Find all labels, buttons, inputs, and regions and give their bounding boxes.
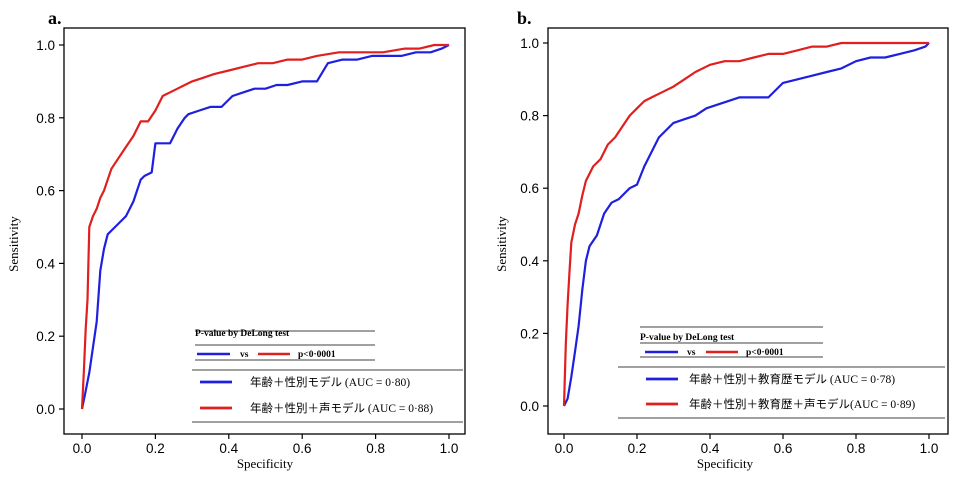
x-tick-label: 0.6 [293,441,312,456]
pvalue-title: P-value by DeLong test [640,333,735,343]
x-axis-label: Specificity [237,456,294,471]
y-tick-label: 0.8 [36,111,55,126]
x-tick-label: 0.0 [555,441,574,456]
y-tick-label: 0.2 [520,326,539,341]
panel-b: b. 0.0 0.2 0.4 0.6 0.8 1.0 0.0 0.2 0.4 0.6 0.8 1.0 Sp… [494,8,949,471]
y-tick-label: 0.6 [36,184,55,199]
y-tick-label: 0.2 [36,329,55,344]
legend-label-1: 年齢＋性別＋声モデル (AUC = 0·88) [250,401,433,415]
y-tick-label: 0.8 [520,109,539,124]
x-tick-label: 0.6 [774,441,793,456]
y-axis-label: Sensitivity [494,216,509,272]
legend-label-1: 年齢＋性別＋教育歴＋声モデル(AUC = 0·89) [689,397,915,411]
y-tick-label: 1.0 [520,36,539,51]
x-tick-label: 0.8 [847,441,866,456]
x-tick-label: 1.0 [440,441,459,456]
y-tick-label: 0.0 [520,399,539,414]
panel-a: a. 0.0 0.2 0.4 0.6 0.8 1.0 0.0 0.2 0.4 0.6 0.8 1.0 Sp… [6,8,466,471]
x-tick-label: 0.8 [366,441,385,456]
pvalue-vs: vs [687,348,696,358]
plot-frame [63,27,466,435]
pvalue-vs: vs [240,350,249,360]
plot-frame [547,27,949,435]
x-tick-label: 0.4 [701,441,720,456]
pvalue-p: p<0·0001 [298,350,336,360]
legend-label-0: 年齢＋性別モデル (AUC = 0·80) [250,375,410,389]
y-tick-label: 0.4 [520,254,539,269]
series-line-1 [562,41,929,407]
x-tick-label: 0.2 [146,441,165,456]
series-line-1 [80,43,449,410]
y-tick-label: 0.0 [36,402,55,417]
series-line-0 [563,42,930,407]
legend-label-0: 年齢＋性別＋教育歴モデル (AUC = 0·78) [689,372,895,386]
pvalue-title: P-value by DeLong test [195,329,290,339]
y-tick-label: 1.0 [36,38,55,53]
x-axis-label: Specificity [697,456,754,471]
x-tick-label: 0.2 [628,441,647,456]
x-tick-label: 0.0 [73,441,92,456]
y-axis-label: Sensitivity [6,216,21,272]
series-line-0 [80,44,450,410]
y-tick-label: 0.4 [36,256,55,271]
y-tick-label: 0.6 [520,181,539,196]
x-tick-label: 1.0 [920,441,939,456]
pvalue-p: p<0·0001 [746,348,784,358]
x-tick-label: 0.4 [219,441,238,456]
panel-label: a. [48,8,62,28]
panel-label: b. [517,8,532,28]
